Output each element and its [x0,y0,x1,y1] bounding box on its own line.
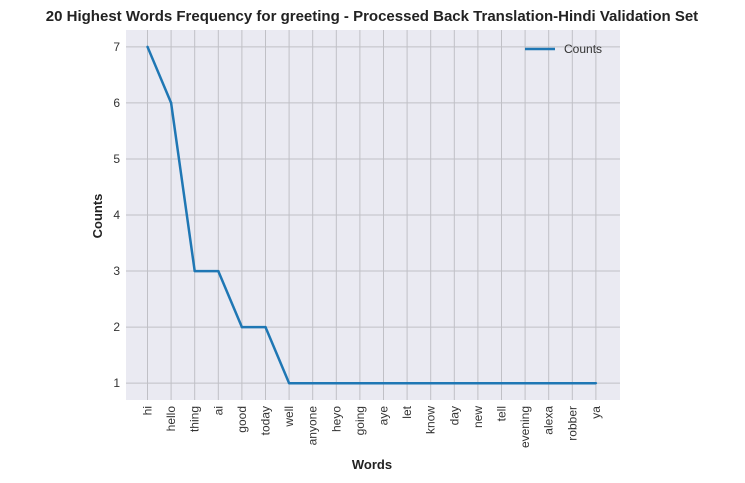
x-gridlines [147,30,597,400]
x-tick-label: alexa [542,406,556,435]
data-point [476,381,480,385]
x-tick-label: day [447,406,461,425]
y-tick-label: 2 [113,320,120,334]
x-tick-label: ai [211,406,225,415]
x-tick-label: thing [188,406,202,432]
data-point [500,381,503,385]
y-tick-label: 1 [113,376,120,390]
y-axis-label: Counts [90,194,105,239]
x-tick-label: well [282,406,296,428]
x-tick-label: heyo [329,406,343,432]
x-tick-label: let [400,405,414,418]
x-tick-label: ya [589,406,603,419]
x-tick-label: aye [377,406,391,426]
data-point [193,269,196,273]
series-layer [146,45,598,385]
data-point [429,381,432,385]
x-tick-label: anyone [306,406,320,446]
y-tick-label: 5 [113,152,120,166]
y-tick-label: 3 [113,264,120,278]
chart-title: 20 Highest Words Frequency for greeting … [46,8,698,25]
data-point [335,381,338,385]
data-point [382,381,385,385]
data-point [547,381,550,385]
data-point [453,381,456,385]
data-point [287,381,291,385]
data-point [358,381,362,385]
x-tick-label: know [424,406,438,434]
y-tick-label: 7 [113,40,120,54]
x-tick-label: hello [164,406,178,432]
y-tick-label: 6 [113,96,120,110]
data-point [594,381,598,385]
data-point [217,269,220,273]
y-tick-labels: 1 2 3 4 5 6 7 [113,40,120,390]
x-tick-label: new [471,406,485,428]
x-tick-label: tell [495,406,509,421]
series-line-counts [146,46,596,385]
data-point [405,381,409,385]
x-tick-label: hi [141,406,155,415]
legend: Counts [525,42,602,56]
data-point [169,101,173,105]
data-point [146,45,149,49]
data-point [523,381,527,385]
legend-label-counts: Counts [564,42,602,56]
y-tick-label: 4 [113,208,120,222]
data-point [311,381,314,385]
x-axis-label: Words [352,457,392,472]
data-point [571,381,574,385]
x-tick-label: good [235,406,249,433]
x-tick-label: robber [565,406,579,441]
x-tick-label: evening [518,406,532,448]
x-tick-label: going [353,406,367,435]
x-tick-labels: hi hello thing ai good today well anyone heyo goi… [141,405,603,448]
data-point [240,325,244,329]
data-point [264,325,267,329]
x-tick-label: today [259,406,273,435]
